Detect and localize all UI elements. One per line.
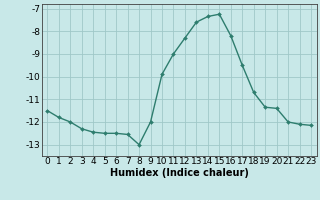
X-axis label: Humidex (Indice chaleur): Humidex (Indice chaleur) (110, 168, 249, 178)
